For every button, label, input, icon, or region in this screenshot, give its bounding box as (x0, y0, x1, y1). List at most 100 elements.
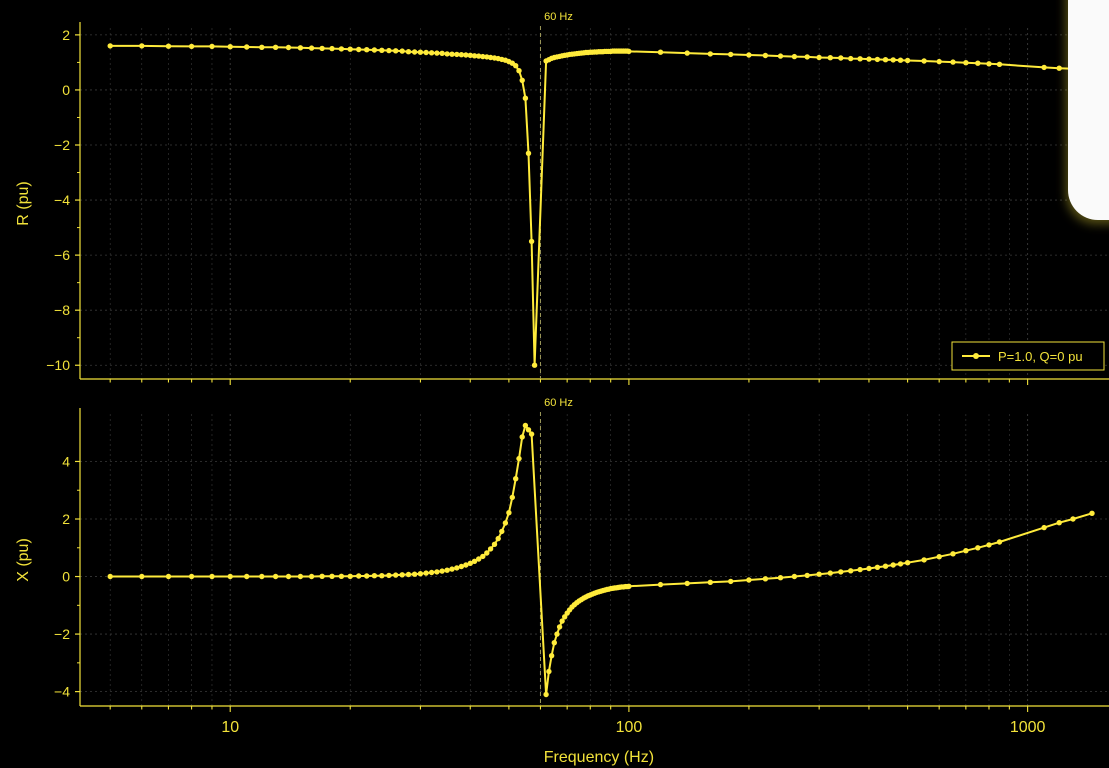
data-point (499, 528, 505, 535)
data-point (551, 640, 557, 646)
data-point (657, 581, 664, 588)
data-point (338, 46, 345, 52)
data-point (393, 48, 399, 54)
data-point (890, 562, 896, 568)
data-point (626, 48, 632, 55)
data-point (480, 553, 486, 560)
series-line (110, 424, 1093, 696)
data-point (506, 510, 512, 516)
data-point (319, 573, 325, 579)
data-point (454, 565, 460, 571)
data-point (921, 557, 927, 563)
data-point (986, 61, 992, 67)
data-point (791, 53, 798, 60)
data-point (458, 563, 465, 570)
data-point (467, 52, 473, 58)
data-point (244, 44, 250, 50)
data-point (139, 43, 145, 49)
data-point (996, 539, 1003, 545)
data-point (1041, 524, 1047, 531)
data-point (762, 576, 769, 582)
data-point (1089, 510, 1095, 516)
data-point (347, 573, 353, 579)
data-point (471, 53, 478, 59)
data-point (804, 54, 810, 60)
legend-entry: P=1.0, Q=0 pu (998, 349, 1083, 364)
y-tick-label: 0 (62, 82, 70, 98)
data-point (272, 44, 279, 50)
data-point (513, 62, 519, 69)
data-point (399, 48, 405, 54)
data-point (244, 573, 250, 580)
data-point (423, 570, 429, 576)
data-point (936, 554, 942, 560)
data-point (476, 53, 482, 59)
data-point (356, 46, 362, 53)
data-point (1056, 65, 1062, 71)
data-point (463, 52, 469, 58)
data-point (816, 54, 822, 61)
data-point (528, 431, 535, 437)
data-point (531, 362, 538, 368)
y-tick-label: −2 (54, 137, 70, 153)
y-tick-label: 0 (62, 569, 70, 585)
series (107, 422, 1095, 698)
data-point (1041, 64, 1047, 71)
data-point (439, 568, 445, 574)
data-point (439, 50, 445, 56)
data-point (746, 52, 752, 58)
data-point (423, 49, 429, 56)
series (107, 43, 1095, 368)
data-point (522, 95, 529, 101)
data-point (386, 572, 392, 579)
data-point (827, 55, 833, 61)
data-point (209, 573, 215, 580)
data-point (857, 56, 863, 62)
data-point (371, 573, 378, 579)
data-point (626, 583, 632, 589)
overlay-panel (1068, 0, 1109, 220)
data-point (444, 51, 450, 57)
x-tick-label: 100 (616, 719, 643, 736)
data-point (791, 573, 798, 580)
data-point (411, 49, 418, 55)
data-point (107, 573, 113, 580)
data-point (827, 570, 833, 576)
data-point (554, 631, 560, 637)
data-point (491, 541, 498, 547)
data-point (319, 45, 325, 52)
data-point (471, 558, 478, 564)
x-tick-label: 10 (221, 719, 239, 736)
data-point (476, 556, 482, 562)
data-point (904, 57, 911, 64)
data-point (559, 618, 565, 624)
data-point (458, 52, 465, 58)
chart-reactance: 4 2 0 −2 −4 10 100 1000 X (pu) Frequency (Hz) 60 H… (15, 397, 1109, 766)
data-point (428, 569, 435, 576)
y-tick-label: −8 (54, 302, 70, 318)
data-point (297, 573, 304, 580)
data-point (546, 668, 552, 675)
data-point (165, 573, 172, 580)
data-point (657, 49, 664, 55)
data-point (165, 43, 172, 49)
data-point (285, 573, 292, 580)
data-point (762, 52, 769, 59)
data-point (417, 49, 424, 55)
data-point (866, 565, 872, 572)
data-point (516, 68, 522, 74)
data-point (434, 50, 440, 56)
data-point (975, 545, 981, 551)
data-point (379, 47, 385, 53)
data-point (986, 542, 992, 548)
data-point (405, 49, 412, 55)
y-tick-label: 2 (62, 27, 70, 43)
data-point (525, 150, 532, 156)
data-point (434, 569, 440, 575)
chart-resistance: 2 0 −2 −4 −6 −8 −10 R (pu) 60 Hz P=1.0, Q=0 pu (15, 11, 1109, 385)
data-point (707, 51, 713, 57)
data-point (139, 573, 145, 580)
data-point (259, 573, 265, 580)
data-point (897, 57, 904, 63)
data-point (838, 569, 844, 575)
